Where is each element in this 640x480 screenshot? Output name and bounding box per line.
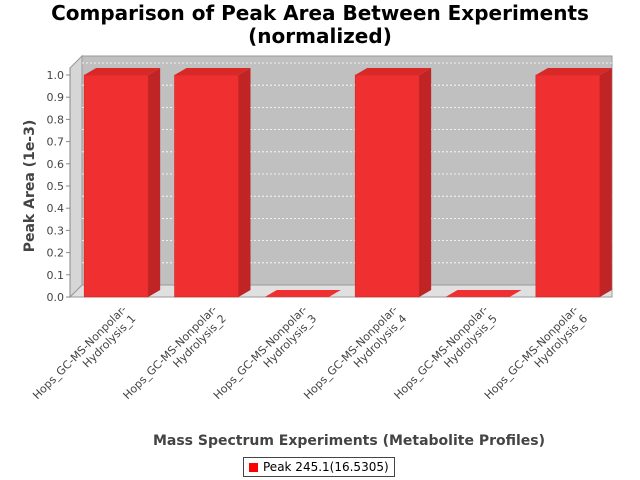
bar-top xyxy=(84,68,161,75)
chart-title: Comparison of Peak Area Between Experime… xyxy=(0,2,640,48)
y-tick-label: 0.7 xyxy=(47,136,65,149)
bar xyxy=(445,290,522,297)
grid-lines xyxy=(82,62,612,264)
y-tick-label: 0.3 xyxy=(47,224,65,237)
legend: Peak 245.1(16.5305) xyxy=(243,457,395,477)
y-tick-label: 0.8 xyxy=(47,113,65,126)
y-tick-label: 0.0 xyxy=(47,291,65,304)
y-tick-label: 0.5 xyxy=(47,180,65,193)
bar-top xyxy=(535,68,612,75)
bar-top xyxy=(174,68,251,75)
bar-front xyxy=(354,74,420,298)
plot-left-wall xyxy=(69,54,83,299)
x-tick-label-line-1: Hops_GC-MS-Nonpolar- xyxy=(121,303,220,402)
y-tick-label: 0.2 xyxy=(47,247,65,260)
chart-title-line-1: Comparison of Peak Area Between Experime… xyxy=(51,1,589,25)
bars xyxy=(83,68,612,298)
y-axis-label: Peak Area (1e-3) xyxy=(22,120,38,253)
x-tick-label-line-1: Hops_GC-MS-Nonpolar- xyxy=(482,303,581,402)
bar-flat xyxy=(264,290,341,297)
x-tick-label-line-1: Hops_GC-MS-Nonpolar- xyxy=(392,303,491,402)
y-tick-label: 0.1 xyxy=(47,269,65,282)
x-axis-label: Mass Spectrum Experiments (Metabolite Pr… xyxy=(153,433,545,449)
bar-side xyxy=(148,68,161,297)
bar xyxy=(174,68,251,298)
bar xyxy=(354,68,432,298)
y-tick-label: 1.0 xyxy=(47,69,65,82)
bar-front xyxy=(174,74,239,298)
legend-swatch xyxy=(249,462,258,472)
y-tick-label: 0.6 xyxy=(47,158,65,171)
bar-side xyxy=(238,68,251,297)
bar-side xyxy=(419,68,432,297)
plot-background xyxy=(68,54,613,299)
x-tick-label-line-1: Hops_GC-MS-Nonpolar- xyxy=(211,303,310,402)
x-tick-label: Hops_GC-MS-Nonpolar-Hydrolysis_6 xyxy=(482,303,590,411)
legend-label: Peak 245.1(16.5305) xyxy=(263,460,389,474)
bar-flat xyxy=(445,290,522,297)
y-axis: 0.0 0.1 0.2 0.3 0.4 0.5 0.6 0.7 0.8 0.9 1.0 xyxy=(47,68,71,304)
bar-side xyxy=(599,68,612,297)
x-tick-label-line-1: Hops_GC-MS-Nonpolar- xyxy=(301,303,400,402)
bar-front xyxy=(535,74,601,298)
y-tick-label: 0.9 xyxy=(47,91,65,104)
y-tick-label: 0.4 xyxy=(47,202,65,215)
bar-top xyxy=(355,68,432,75)
bar xyxy=(264,290,341,297)
plot-back-wall xyxy=(81,55,613,286)
chart-title-line-2: (normalized) xyxy=(248,24,392,48)
x-axis: Hops_GC-MS-Nonpolar-Hydrolysis_1Hops_GC-… xyxy=(30,303,590,411)
bar xyxy=(83,68,161,298)
x-tick-label-line-1: Hops_GC-MS-Nonpolar- xyxy=(30,303,129,402)
bar xyxy=(535,68,612,298)
bar-front xyxy=(83,74,149,298)
